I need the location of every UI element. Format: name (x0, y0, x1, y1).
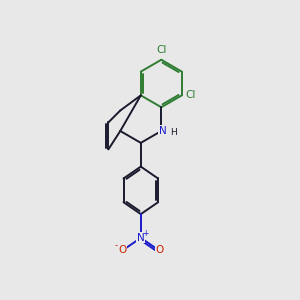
Text: N: N (137, 233, 145, 243)
Text: -: - (115, 241, 118, 250)
Text: O: O (118, 245, 127, 255)
Text: Cl: Cl (186, 90, 196, 100)
Text: N: N (158, 126, 166, 136)
Text: Cl: Cl (156, 45, 166, 56)
Text: H: H (170, 128, 177, 136)
Text: +: + (142, 229, 149, 238)
Text: O: O (155, 245, 163, 255)
